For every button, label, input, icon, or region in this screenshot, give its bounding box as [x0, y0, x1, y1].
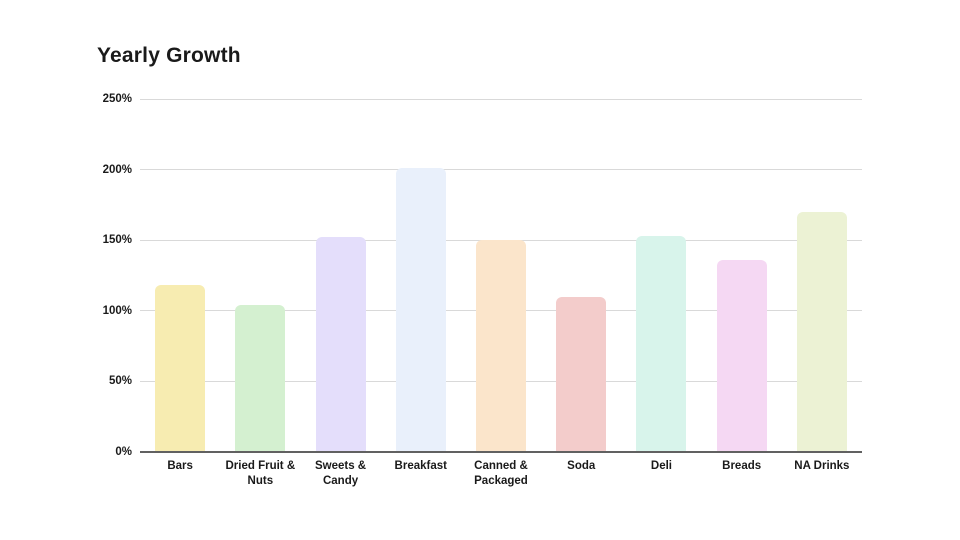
gridline-150% [140, 239, 862, 241]
chart-title: Yearly Growth [97, 44, 241, 67]
y-tick-label: 250% [102, 93, 132, 105]
x-tick-label: Deli [650, 460, 672, 472]
x-tick-label: NA Drinks [794, 460, 850, 472]
gridline-200% [140, 169, 862, 171]
x-axis-labels: Bars Dried Fruit & Nuts Sweets & Candy Brea… [140, 459, 862, 499]
y-tick-label: 50% [108, 375, 132, 388]
x-tick-label: Soda [567, 460, 596, 472]
x-tick-label: Breads [722, 460, 762, 472]
y-tick-label: 100% [102, 304, 132, 317]
x-tick-label: Breakfast [394, 460, 447, 472]
bar-bars [155, 285, 206, 452]
bar-dried-fruit-nuts [235, 305, 286, 452]
bar-sweets-candy [315, 237, 366, 452]
bar-deli [636, 235, 687, 452]
bar-breakfast [395, 168, 446, 452]
gridline-250% [140, 98, 862, 100]
x-tick-label: Bars [167, 460, 193, 472]
y-tick-label: 0% [115, 446, 132, 458]
x-tick-label: Sweets & Candy [314, 460, 367, 487]
plot-area [140, 98, 862, 453]
bar-breads [716, 259, 767, 452]
y-tick-label: 200% [102, 163, 132, 176]
bar-canned-packaged [476, 240, 526, 452]
x-axis-line [140, 451, 862, 453]
x-tick-label: Canned & Packaged [474, 460, 528, 487]
y-tick-label: 150% [102, 234, 132, 247]
bar-soda [556, 296, 607, 452]
bar-na-drinks [796, 211, 847, 452]
x-tick-label: Dried Fruit & Nuts [225, 460, 296, 487]
